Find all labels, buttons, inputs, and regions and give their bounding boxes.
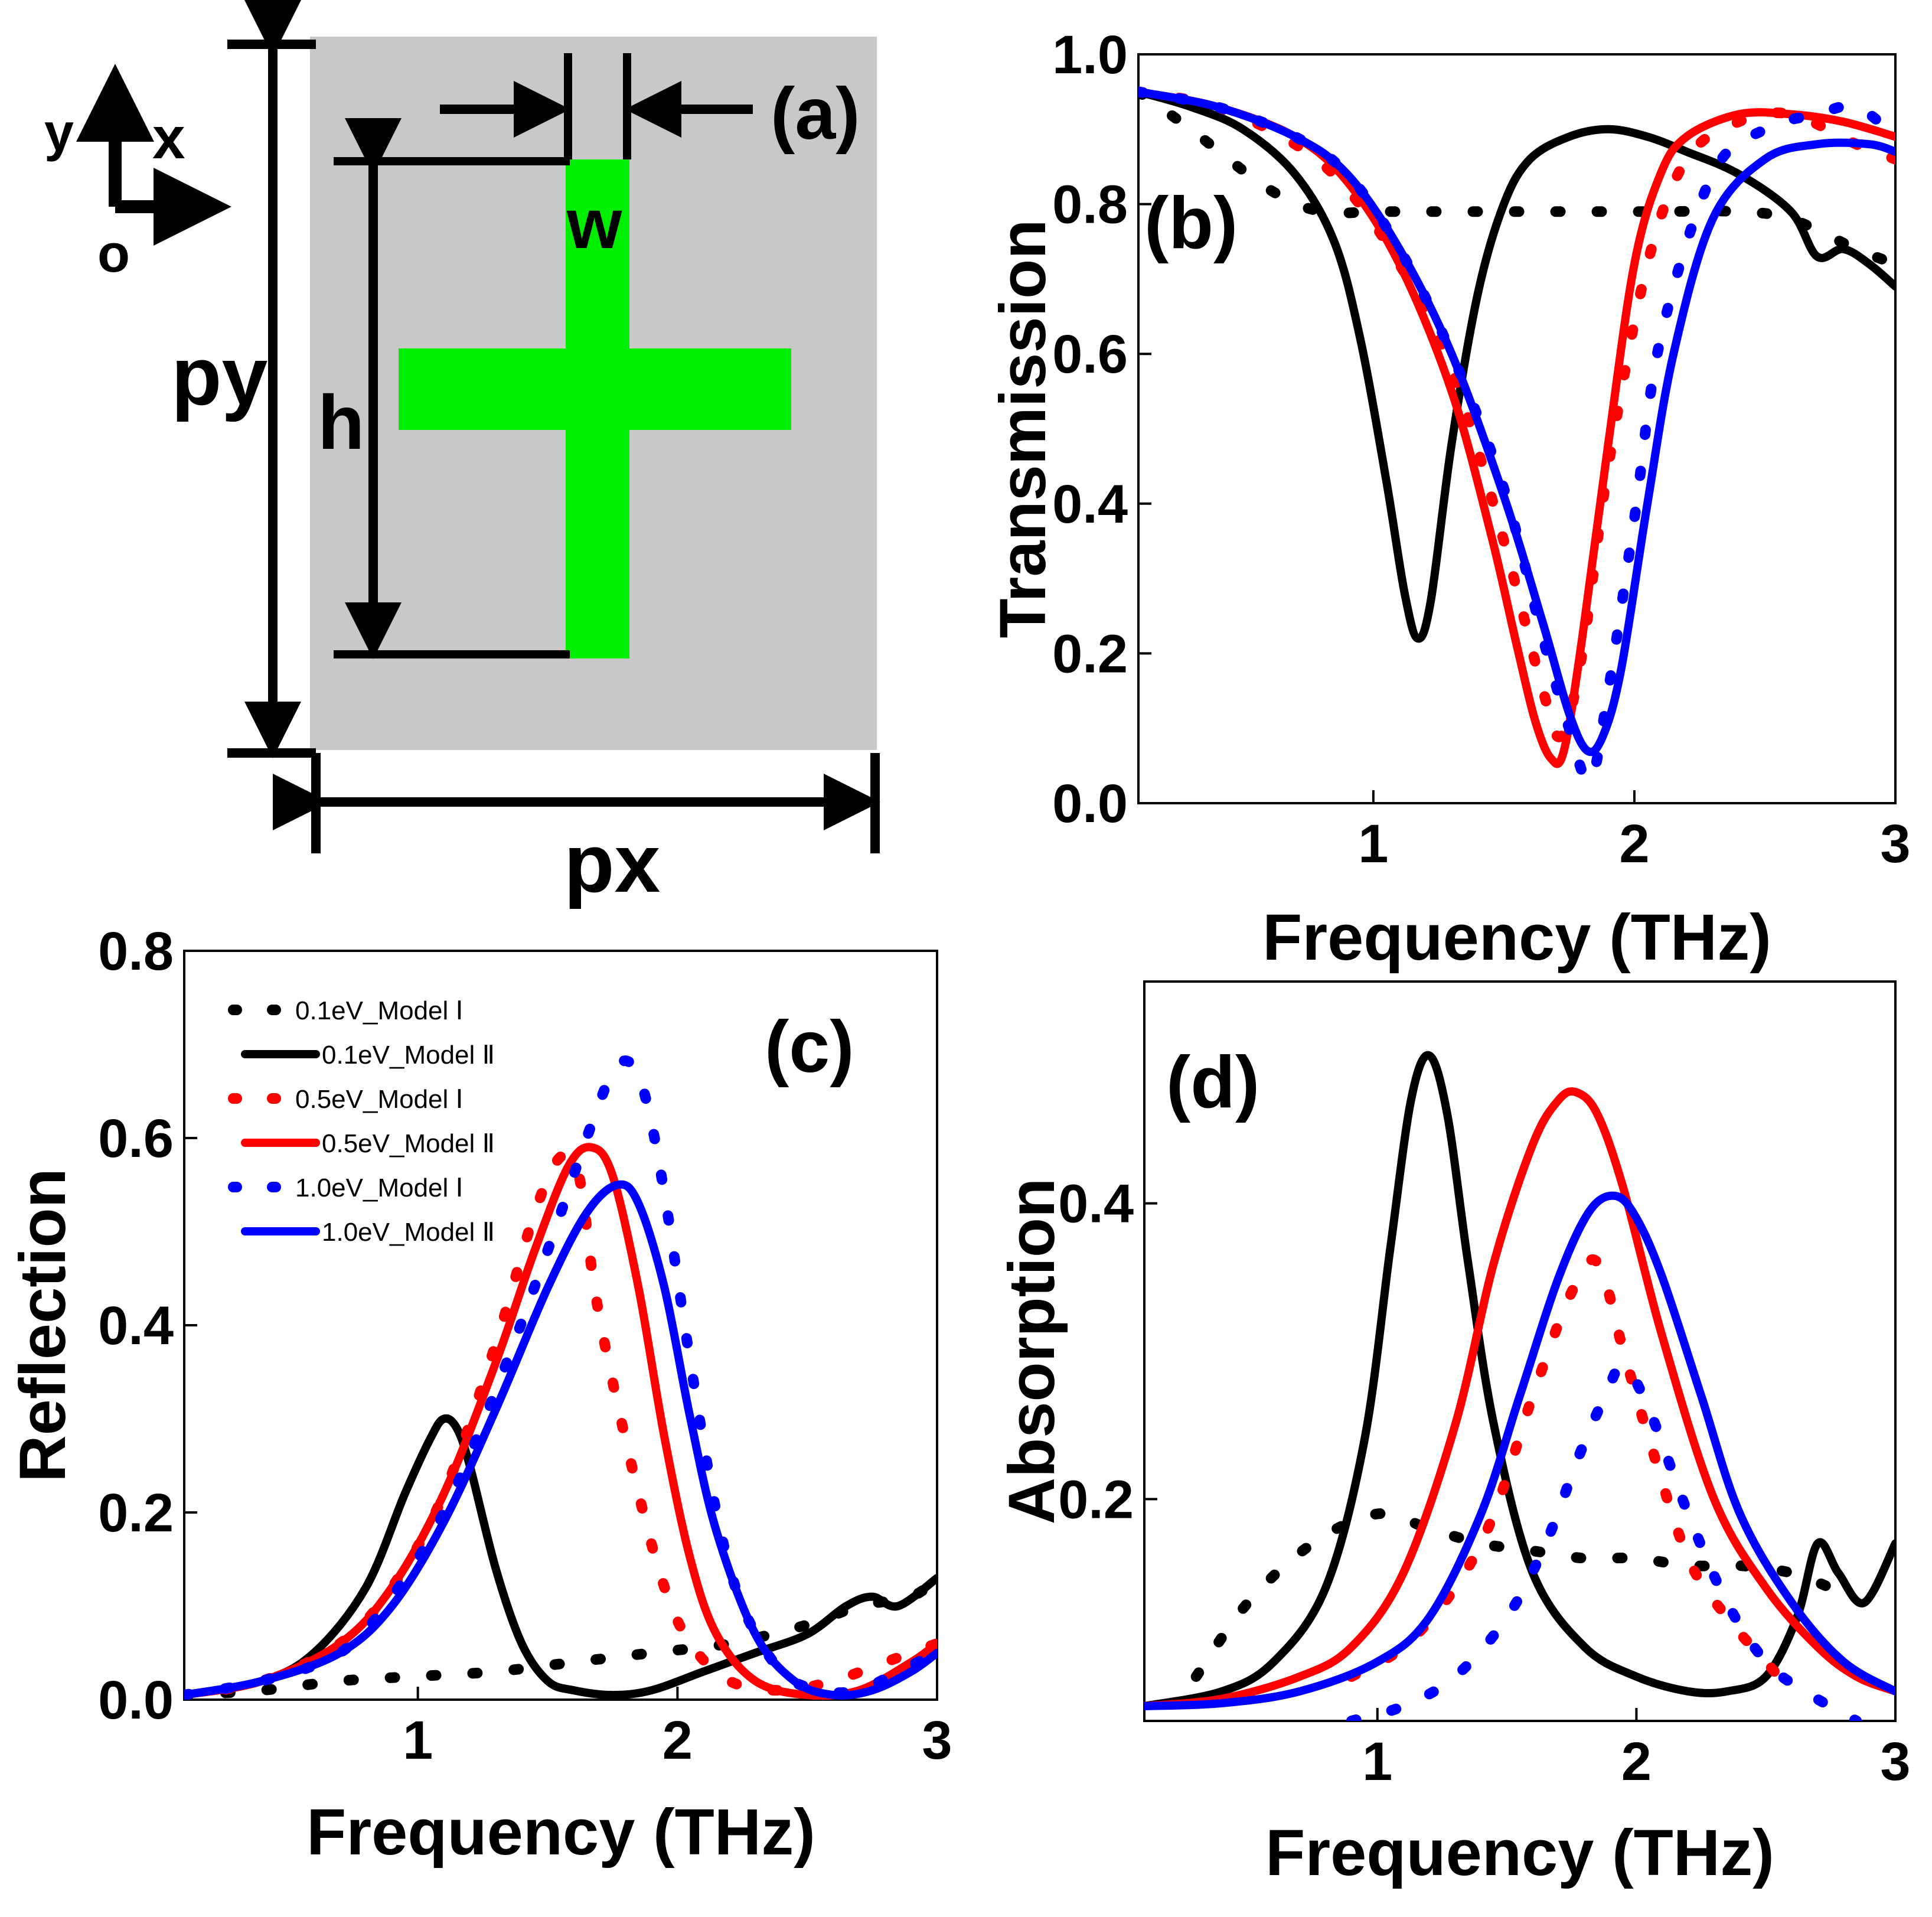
panel-c-series-5: [184, 1180, 937, 1700]
panel-d-x-tick-label: 2: [1621, 1732, 1652, 1792]
h-dimension: [334, 118, 570, 659]
panel-c-series-0: [184, 1572, 937, 1700]
panel-d-series-2: [1346, 1254, 1797, 1697]
panel-b-series-2: [1138, 86, 1895, 742]
panel-c-x-tick-label: 2: [663, 1710, 693, 1771]
cross-horizontal-arm: [399, 348, 791, 430]
panel-a: y x o py px h w: [44, 0, 880, 909]
panel-c-y-ticks: 0.0 0.2 0.4 0.6 0.8: [98, 921, 197, 1730]
legend-label-1: 0.1eV_Model Ⅱ: [322, 1041, 495, 1070]
panel-c-x-ticks: 1 2 3: [403, 1687, 952, 1771]
coordinate-axes: [76, 64, 231, 246]
panel-d-label: (d): [1166, 1042, 1259, 1123]
panel-b-series-4: [1138, 86, 1895, 787]
w-dimension: [440, 53, 753, 159]
legend-label-4: 1.0eV_Model Ⅰ: [295, 1173, 464, 1202]
panel-d-series: [1144, 1051, 1895, 1721]
panel-c-legend: 0.1eV_Model Ⅰ 0.1eV_Model Ⅱ 0.5eV_Model Ⅰ 0…: [228, 996, 495, 1247]
panel-d-series-3: [1144, 1087, 1895, 1710]
panel-d: 1 2 3 0.2 0.4 Frequency (THz) Absorption (d…: [996, 980, 1911, 1889]
panel-b-x-axis-title: Frequency (THz): [1262, 901, 1771, 974]
panel-d-x-axis-title: Frequency (THz): [1265, 1817, 1774, 1889]
legend-label-0: 0.1eV_Model Ⅰ: [295, 996, 464, 1025]
panel-c-y-tick-label: 0.0: [98, 1670, 174, 1730]
panel-b-y-tick-label: 0.4: [1052, 474, 1128, 534]
panel-b-x-tick-label: 1: [1358, 814, 1388, 874]
panel-c-x-axis-title: Frequency (THz): [306, 1796, 815, 1869]
panel-b-series: [1138, 86, 1895, 787]
panel-b-plot-frame: [1137, 53, 1897, 804]
panel-b-y-tick-label: 0.6: [1052, 324, 1128, 384]
px-dimension: [273, 753, 880, 853]
panel-b-x-ticks: 1 2 3: [1358, 790, 1911, 874]
px-label: px: [564, 817, 660, 909]
panel-d-series-4: [1346, 1360, 1862, 1721]
panel-b-y-tick-label: 0.2: [1052, 624, 1128, 684]
panel-b-label: (b): [1144, 182, 1238, 264]
panel-c-label: (c): [765, 1006, 854, 1088]
axis-x-label: x: [152, 105, 185, 171]
panel-c-y-tick-label: 0.2: [98, 1483, 174, 1543]
panel-d-x-tick-label: 3: [1880, 1732, 1910, 1792]
legend-label-3: 0.5eV_Model Ⅱ: [322, 1129, 495, 1158]
panel-b-series-1: [1138, 87, 1895, 643]
panel-d-y-tick-label: 0.4: [1058, 1174, 1134, 1234]
panel-c-y-axis-title: Reflection: [6, 1168, 79, 1482]
panel-d-y-ticks: 0.2 0.4: [1058, 1174, 1157, 1530]
legend-label-5: 1.0eV_Model Ⅱ: [322, 1218, 495, 1247]
panel-c-series-1: [184, 1414, 937, 1700]
panel-b-y-axis-title: Transmission: [987, 219, 1059, 638]
panel-b-y-tick-label: 0.8: [1052, 175, 1128, 235]
panel-c-y-tick-label: 0.6: [98, 1109, 174, 1169]
legend-label-2: 0.5eV_Model Ⅰ: [295, 1085, 464, 1114]
panel-b-x-tick-label: 3: [1880, 814, 1910, 874]
panel-b: 1 2 3 0.0 0.2 0.4 0.6 0.8 1.0 Frequency (THz) T…: [987, 25, 1911, 974]
origin-label: o: [97, 224, 130, 283]
panel-b-x-tick-label: 2: [1619, 814, 1649, 874]
h-label: h: [318, 379, 364, 465]
panel-c-series-4: [184, 1055, 937, 1700]
panel-d-x-tick-label: 1: [1362, 1732, 1392, 1792]
py-label: py: [171, 330, 268, 422]
panel-d-x-ticks: 1 2 3: [1362, 1708, 1911, 1792]
panel-b-y-tick-label: 1.0: [1052, 25, 1128, 85]
panel-b-series-3: [1138, 87, 1895, 768]
panel-c-series: [184, 1055, 937, 1700]
panel-d-y-axis-title: Absorption: [996, 1178, 1068, 1525]
panel-c-x-tick-label: 1: [403, 1710, 433, 1771]
panel-d-series-1: [1144, 1051, 1895, 1710]
panel-b-series-5: [1138, 87, 1895, 757]
axis-y-label: y: [44, 103, 74, 162]
panel-c-y-tick-label: 0.4: [98, 1296, 174, 1356]
panel-d-series-5: [1144, 1191, 1895, 1710]
panel-b-y-tick-label: 0.0: [1052, 774, 1128, 834]
w-label: w: [566, 184, 622, 263]
panel-c-x-tick-label: 3: [922, 1710, 952, 1771]
panel-c-y-tick-label: 0.8: [98, 921, 174, 982]
panel-c-series-3: [184, 1143, 937, 1700]
py-dimension: [227, 0, 316, 758]
panel-d-plot-frame: [1143, 980, 1897, 1722]
panel-b-y-ticks: 0.0 0.2 0.4 0.6 0.8 1.0: [1052, 25, 1151, 834]
panel-a-label: (a): [771, 73, 860, 155]
panel-d-y-tick-label: 0.2: [1058, 1469, 1134, 1530]
